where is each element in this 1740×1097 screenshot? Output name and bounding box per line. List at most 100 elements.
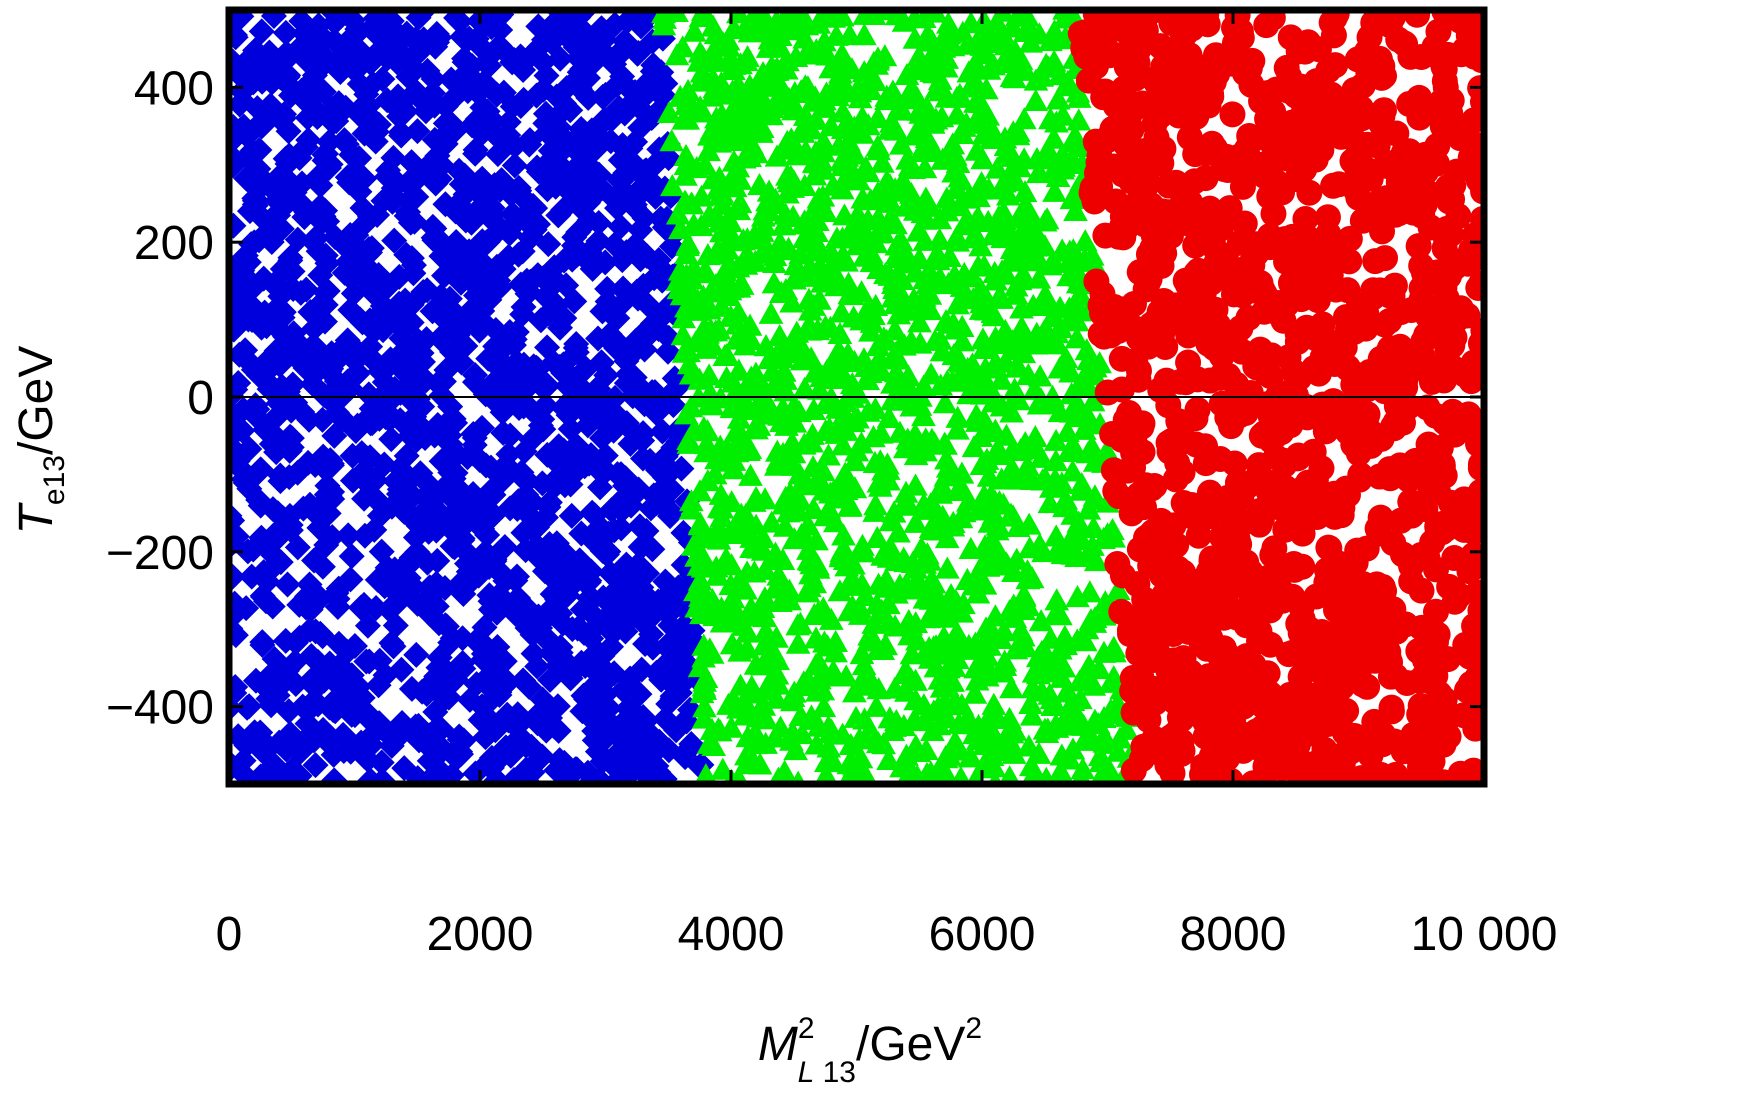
- data-point-diamond: [451, 45, 478, 72]
- data-point-diamond: [371, 573, 398, 600]
- data-point-diamond: [462, 760, 489, 784]
- data-point-diamond: [293, 276, 320, 303]
- data-point-circle: [1314, 204, 1341, 231]
- data-point-diamond: [348, 440, 375, 467]
- data-point-diamond: [557, 665, 584, 692]
- data-point-diamond: [292, 355, 319, 382]
- data-point-diamond: [238, 563, 265, 590]
- data-point-diamond: [483, 599, 510, 626]
- data-point-diamond: [229, 129, 244, 156]
- data-point-circle: [1142, 676, 1169, 703]
- data-point-diamond: [572, 653, 599, 680]
- data-point-diamond: [316, 650, 343, 677]
- data-point-diamond: [247, 763, 274, 784]
- data-point-diamond: [516, 131, 543, 158]
- data-point-diamond: [401, 403, 428, 430]
- data-point-diamond: [275, 146, 302, 173]
- data-point-circle: [1327, 639, 1354, 666]
- data-point-diamond: [285, 190, 312, 217]
- data-point-circle: [1284, 731, 1311, 758]
- data-point-circle: [1219, 101, 1246, 128]
- data-point-diamond: [360, 13, 387, 40]
- data-point-diamond: [484, 633, 511, 660]
- data-point-diamond: [608, 497, 635, 524]
- data-point-circle: [1405, 233, 1432, 260]
- data-point-diamond: [303, 336, 330, 363]
- data-point-diamond: [524, 154, 551, 181]
- data-point-diamond: [585, 209, 612, 236]
- data-point-diamond: [247, 492, 274, 519]
- data-point-diamond: [337, 46, 364, 73]
- data-point-diamond: [392, 287, 419, 314]
- data-point-diamond: [538, 594, 565, 621]
- data-point-circle: [1379, 413, 1406, 440]
- data-point-diamond: [437, 629, 464, 656]
- data-point-diamond: [641, 762, 668, 784]
- data-point-diamond: [359, 273, 386, 300]
- data-point-diamond: [368, 538, 395, 565]
- data-point-diamond: [397, 209, 424, 236]
- data-point-diamond: [381, 375, 408, 402]
- data-point-diamond: [241, 229, 268, 256]
- data-point-circle: [1445, 305, 1472, 332]
- data-point-diamond: [374, 45, 401, 72]
- data-point-diamond: [449, 311, 476, 338]
- data-point-diamond: [668, 455, 695, 482]
- data-point-diamond: [616, 183, 643, 210]
- data-point-diamond: [530, 26, 557, 53]
- data-point-diamond: [229, 277, 245, 304]
- data-point-diamond: [609, 568, 636, 595]
- data-point-diamond: [421, 227, 448, 254]
- data-point-diamond: [595, 665, 622, 692]
- data-point-diamond: [358, 768, 385, 784]
- data-point-diamond: [386, 103, 413, 130]
- data-point-diamond: [253, 51, 280, 78]
- data-point-diamond: [402, 26, 429, 53]
- data-point-diamond: [438, 66, 465, 93]
- data-point-diamond: [624, 40, 651, 67]
- data-point-circle: [1295, 469, 1322, 496]
- data-point-diamond: [588, 175, 615, 202]
- data-point-diamond: [282, 629, 309, 656]
- data-point-diamond: [495, 109, 522, 136]
- data-point-diamond: [341, 633, 368, 660]
- data-point-diamond: [296, 406, 323, 433]
- data-point-circle: [1175, 322, 1202, 349]
- data-point-diamond: [472, 381, 499, 408]
- data-point-diamond: [649, 488, 676, 515]
- data-point-diamond: [229, 370, 252, 397]
- data-point-diamond: [446, 199, 473, 226]
- data-point-diamond: [315, 154, 342, 181]
- data-point-circle: [1328, 238, 1355, 265]
- data-point-diamond: [444, 441, 471, 468]
- data-point-diamond: [507, 93, 534, 120]
- data-point-diamond: [335, 262, 362, 289]
- data-point-circle: [1333, 475, 1360, 502]
- data-point-circle: [1334, 277, 1361, 304]
- data-point-diamond: [639, 379, 666, 406]
- data-point-diamond: [495, 707, 522, 734]
- data-point-circle: [1229, 173, 1256, 200]
- data-point-circle: [1320, 388, 1347, 415]
- data-point-triangle: [945, 405, 971, 428]
- data-point-diamond: [448, 171, 475, 198]
- data-point-diamond: [229, 21, 248, 48]
- data-point-diamond: [561, 288, 588, 315]
- data-point-diamond: [531, 375, 558, 402]
- data-point-diamond: [510, 294, 537, 321]
- data-point-diamond: [247, 456, 274, 483]
- data-point-diamond: [311, 382, 338, 409]
- data-point-diamond: [483, 253, 510, 280]
- data-point-circle: [1116, 400, 1143, 427]
- data-point-diamond: [250, 584, 277, 611]
- data-point-diamond: [584, 403, 611, 430]
- data-point-circle: [1178, 503, 1205, 530]
- data-point-diamond: [309, 29, 336, 56]
- data-point-diamond: [641, 152, 668, 179]
- data-point-diamond: [355, 92, 382, 119]
- data-point-diamond: [230, 458, 257, 485]
- data-point-diamond: [505, 395, 532, 422]
- data-point-circle: [1120, 439, 1147, 466]
- data-point-triangle: [816, 443, 841, 466]
